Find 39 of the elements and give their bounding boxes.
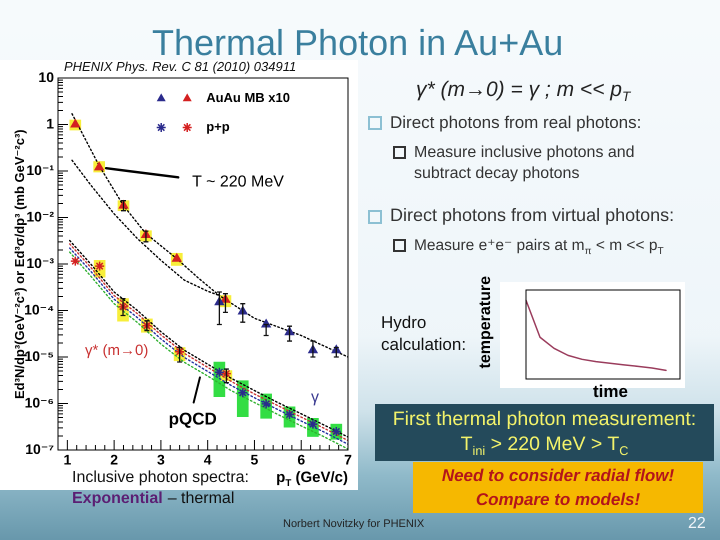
text-panel: Need to consider radial flow! Compare to models!: [413, 462, 703, 513]
text: γ* (m→0) = γ ; m << p$_{T}$: [416, 78, 630, 104]
y-tick-label: 10⁻³: [26, 254, 54, 271]
x-tick-label: 2: [110, 451, 118, 468]
text-panel: First thermal photon measurement: T$_{ini}$ > 220 MeV > T$_{C}$: [375, 404, 714, 461]
y-tick-label: 10⁻⁷: [25, 440, 54, 457]
x-axis-title: p$_{T}$ (GeV/c): [276, 469, 348, 489]
annotation: γ* (m→0): [85, 342, 148, 359]
y-tick-label: 10⁻²: [26, 208, 54, 224]
y-axis-title: Ed³N/dp³(GeV⁻²c³) or Ed³σ/dp³ (mb GeV⁻²c³): [12, 128, 27, 399]
text: – thermal: [168, 490, 234, 507]
x-tick-label: 5: [250, 451, 259, 468]
y-tick-label: 10: [38, 68, 54, 85]
annotation: γ: [311, 389, 319, 406]
x-tick-label: 7: [344, 451, 352, 468]
x-tick-label: 3: [157, 451, 166, 468]
y-tick-label: 10⁻⁵: [24, 348, 54, 364]
text: Norbert Novitzky for PHENIX: [283, 518, 424, 530]
x-tick-label: 4: [204, 451, 212, 468]
text: Direct photons from real photons:: [390, 113, 642, 133]
x-axis-title: time: [593, 382, 628, 402]
annotation: pQCD: [168, 410, 217, 429]
legend-label: AuAu MB x10: [206, 90, 290, 106]
y-axis-title: temperature: [477, 276, 495, 368]
x-tick-label: 6: [297, 451, 306, 468]
text: Inclusive photon spectra:: [72, 469, 249, 487]
y-tick-label: 10⁻¹: [26, 162, 54, 178]
legend-label: p+p: [206, 119, 230, 134]
text: Exponential: [72, 490, 163, 507]
y-tick-label: 10⁻⁶: [24, 394, 54, 410]
y-tick-label: 10⁻⁴: [24, 301, 54, 318]
text: Direct photons from virtual photons:: [390, 205, 674, 226]
text: Measure inclusive photons and subtract decay photons: [414, 143, 636, 184]
text: 22: [688, 515, 706, 533]
text: Hydro calculation:: [381, 313, 466, 354]
text: Measure e⁺e⁻ pairs at m$_{π}$ < m << p$_{T}$: [414, 236, 664, 258]
annotation: T ~ 220 MeV: [192, 173, 284, 190]
x-tick-label: 1: [63, 451, 72, 468]
y-tick-label: 1: [46, 115, 54, 132]
